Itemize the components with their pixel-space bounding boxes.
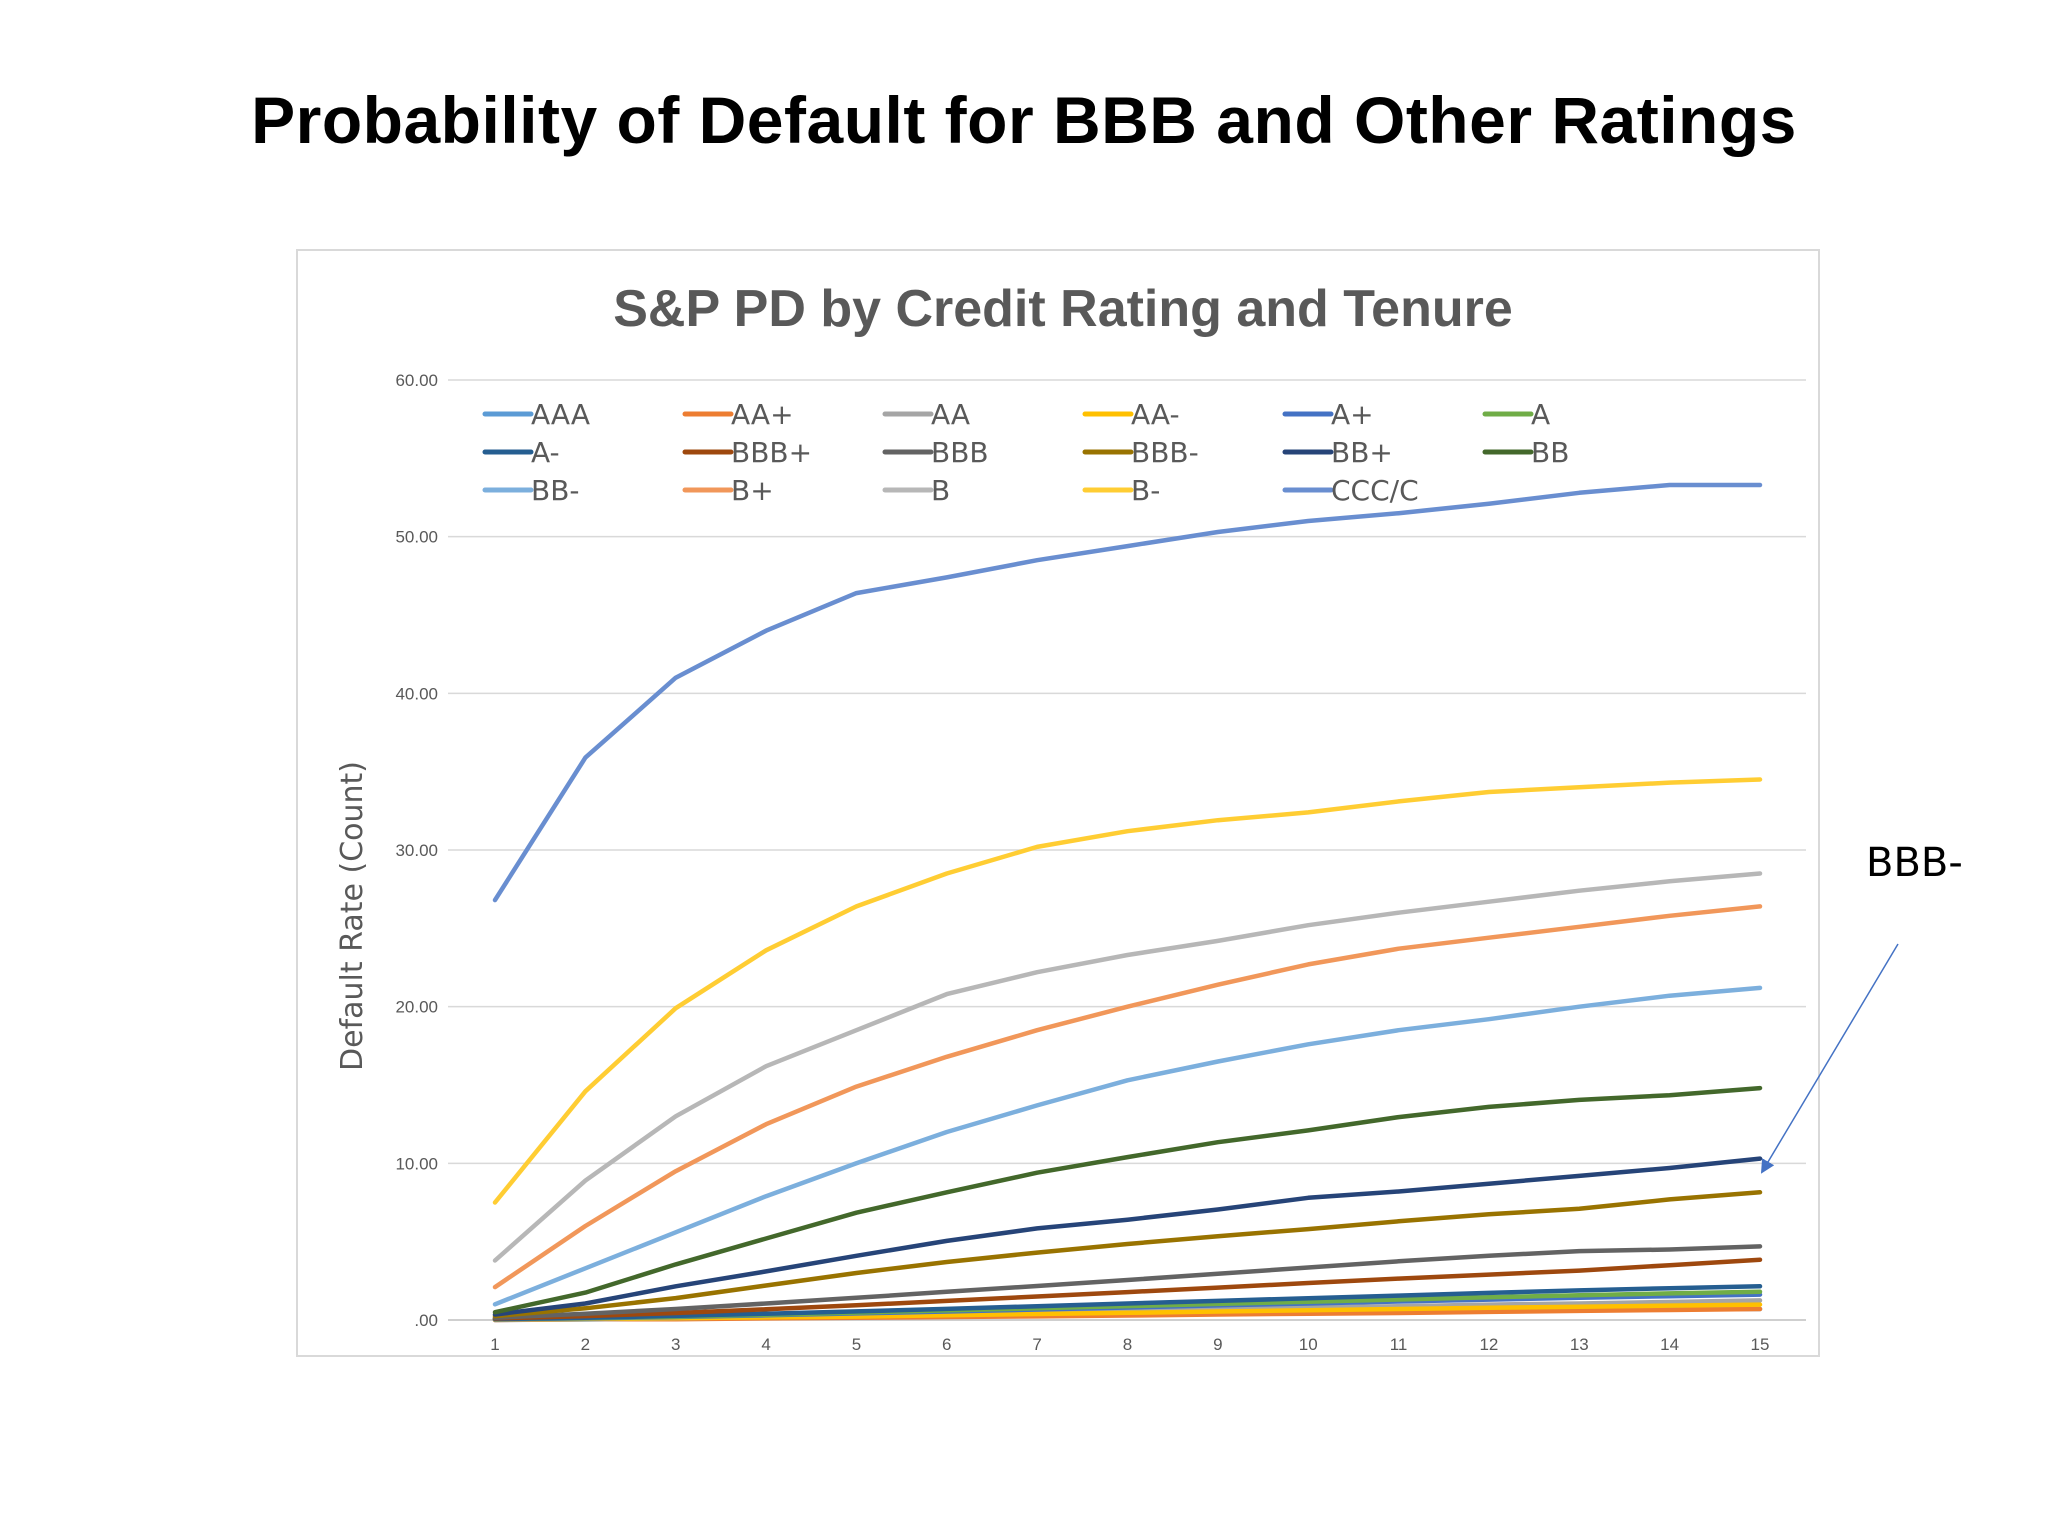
line-chart: S&P PD by Credit Rating and Tenure Defau… [335, 280, 1806, 1354]
legend-label: A- [531, 436, 560, 469]
x-tick-label: 3 [671, 1335, 680, 1354]
gridlines [448, 379, 1806, 1321]
x-tick-label: 14 [1660, 1335, 1679, 1354]
legend-item: BB [1482, 436, 1569, 469]
x-tick-label: 10 [1299, 1335, 1318, 1354]
legend-label: BBB+ [731, 436, 812, 469]
x-tick-label: 5 [852, 1335, 861, 1354]
x-tick-label: 7 [1032, 1335, 1041, 1354]
legend-item: A+ [1282, 398, 1374, 431]
legend-item: A [1482, 398, 1550, 431]
legend-item: B [882, 474, 950, 507]
legend-label: B [931, 474, 950, 507]
legend-label: B- [1131, 474, 1160, 507]
series-line-a [492, 1284, 1763, 1322]
legend-item: BBB+ [682, 436, 812, 469]
y-tick-label: 20.00 [395, 998, 438, 1017]
legend-item: B+ [682, 474, 774, 507]
x-tick-label: 8 [1123, 1335, 1132, 1354]
y-tick-label: 10.00 [395, 1154, 438, 1173]
legend-label: BBB- [1131, 436, 1199, 469]
y-tick-label: 40.00 [395, 684, 438, 703]
legend-item: AAA [482, 398, 590, 431]
legend-label: BBB [931, 436, 989, 469]
legend-label: A [1531, 398, 1550, 431]
x-tick-label: 11 [1390, 1335, 1408, 1354]
legend-item: A- [482, 436, 560, 469]
annotation-label: BBB- [1866, 840, 1963, 886]
legend-label: AA+ [731, 398, 794, 431]
legend-item: BBB- [1082, 436, 1199, 469]
series-line-bb [492, 1156, 1763, 1317]
legend-label: BB [1531, 436, 1569, 469]
y-tick-label: 60.00 [395, 371, 438, 390]
y-axis-ticks: .00 10.00 20.00 30.00 40.00 50.00 60.00 [395, 371, 438, 1330]
series-line-bb [492, 985, 1763, 1307]
x-tick-label: 15 [1751, 1335, 1770, 1354]
y-tick-label: 50.00 [395, 528, 438, 547]
slide-title: Probability of Default for BBB and Other… [251, 83, 1797, 157]
x-axis-ticks: 1 2 3 4 5 6 7 8 9 10 11 12 13 14 15 [490, 1335, 1769, 1354]
x-tick-label: 13 [1570, 1335, 1589, 1354]
legend-item: BB- [482, 474, 580, 507]
legend-label: A+ [1331, 398, 1374, 431]
x-tick-label: 2 [581, 1335, 590, 1354]
y-axis-label: Default Rate (Count) [335, 761, 370, 1071]
series-line-bbb [492, 1257, 1763, 1321]
legend-label: BB- [531, 474, 580, 507]
y-tick-label: 30.00 [395, 841, 438, 860]
legend-item: BBB [882, 436, 989, 469]
legend-label: AA- [1131, 398, 1180, 431]
x-tick-label: 12 [1479, 1335, 1498, 1354]
x-tick-label: 9 [1213, 1335, 1222, 1354]
chart-title: S&P PD by Credit Rating and Tenure [613, 280, 1513, 338]
series-line-bb [492, 1085, 1763, 1315]
legend-label: B+ [731, 474, 774, 507]
legend-label: BB+ [1331, 436, 1393, 469]
legend-label: AAA [531, 398, 590, 431]
x-tick-label: 4 [761, 1335, 770, 1354]
legend-item: CCC/C [1282, 474, 1419, 507]
series-line-bbb [492, 1190, 1763, 1319]
legend-item: BB+ [1282, 436, 1393, 469]
legend-item: AA- [1082, 398, 1180, 431]
legend-item: B- [1082, 474, 1160, 507]
legend-item: AA [882, 398, 970, 431]
series-line-b [492, 777, 1763, 1205]
y-tick-label: .00 [414, 1311, 438, 1330]
series-line-b [492, 904, 1763, 1290]
series-lines [492, 482, 1763, 1323]
series-line-bbb [492, 1244, 1763, 1320]
series-line-ccc-c [492, 482, 1763, 903]
x-tick-label: 1 [490, 1335, 499, 1354]
chart-frame: S&P PD by Credit Rating and Tenure Defau… [296, 249, 1820, 1357]
legend-item: AA+ [682, 398, 794, 431]
series-line-b [492, 871, 1763, 1263]
legend-label: AA [931, 398, 970, 431]
x-tick-label: 6 [942, 1335, 951, 1354]
legend-label: CCC/C [1331, 474, 1419, 507]
